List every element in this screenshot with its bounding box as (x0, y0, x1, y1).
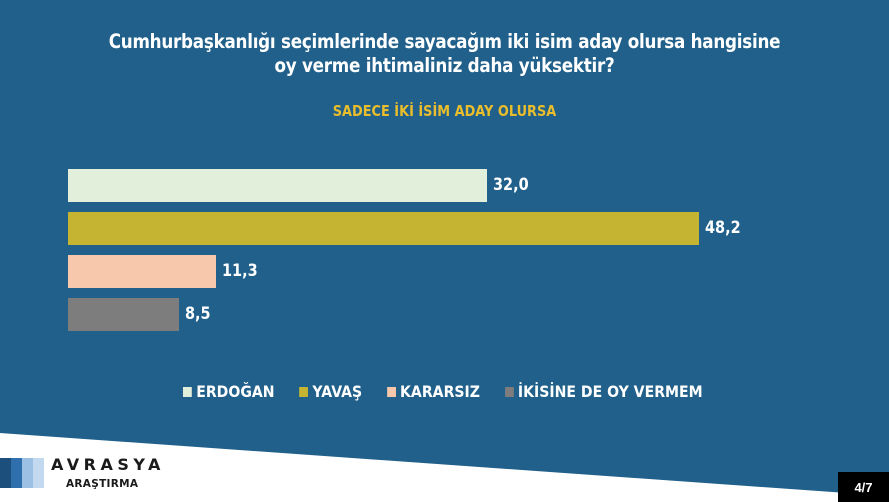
bar-value-label: 48,2 (705, 218, 741, 238)
chart-title-line-1: Cumhurbaşkanlığı seçimlerinde sayacağım … (108, 30, 781, 53)
bar-value-label: 32,0 (493, 175, 529, 195)
logo-stripe-icon (22, 458, 33, 488)
legend-swatch-icon (299, 387, 309, 397)
legend-label: İKİSİNE DE OY VERMEM (517, 382, 703, 401)
bar (68, 169, 487, 202)
legend-swatch-icon (183, 387, 192, 397)
bar (68, 255, 216, 288)
chart-title: Cumhurbaşkanlığı seçimlerinde sayacağım … (62, 30, 827, 78)
chart-subtitle: SADECE İKİ İSİM ADAY OLURSA (332, 102, 557, 120)
bar-value-label: 11,3 (222, 261, 258, 281)
legend-item: İKİSİNE DE OY VERMEM (504, 382, 703, 402)
legend-swatch-icon (386, 387, 396, 397)
bar (68, 298, 179, 331)
chart-legend: ERDOĞAN YAVAŞ KARARSIZ İKİSİNE DE OY VERMEM (183, 381, 727, 403)
legend-item: KARARSIZ (386, 382, 480, 402)
bar-row: 32,0 (68, 169, 567, 202)
bar-row: 11,3 (68, 255, 296, 288)
bar-value-label: 8,5 (185, 304, 211, 324)
legend-label: ERDOĞAN (196, 382, 275, 401)
brand-name: AVRASYA (51, 455, 165, 474)
bar-row: 8,5 (68, 298, 259, 331)
legend-swatch-icon (504, 387, 514, 397)
legend-item: YAVAŞ (299, 382, 362, 402)
logo-stripe-icon (11, 458, 22, 488)
bar (68, 212, 699, 245)
slide-counter[interactable]: 4/7 (838, 472, 889, 502)
chart-title-line-2: oy verme ihtimaliniz daha yüksektir? (274, 54, 615, 77)
logo-stripe-icon (0, 458, 11, 488)
legend-item: ERDOĞAN (183, 382, 275, 402)
logo-stripe-icon (33, 458, 44, 488)
bar-row: 48,2 (68, 212, 779, 245)
legend-label: KARARSIZ (400, 382, 480, 401)
brand-subtitle: ARAŞTIRMA (66, 478, 139, 490)
legend-label: YAVAŞ (312, 382, 363, 401)
bar-plot-area: 32,0 48,2 11,3 8,5 (68, 169, 828, 334)
